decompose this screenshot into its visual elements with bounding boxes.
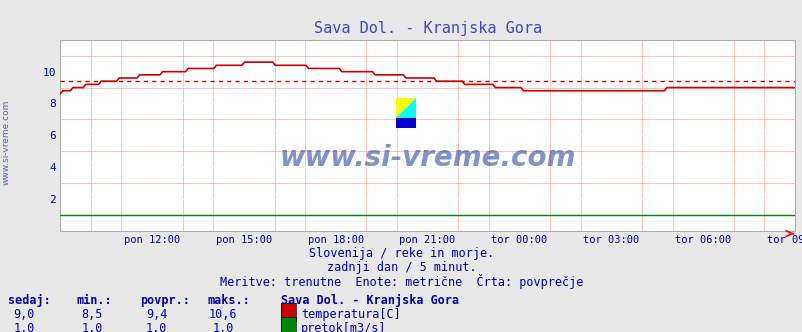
- Text: Slovenija / reke in morje.: Slovenija / reke in morje.: [309, 247, 493, 260]
- Text: 1,0: 1,0: [213, 322, 233, 332]
- Text: temperatura[C]: temperatura[C]: [301, 308, 400, 321]
- Text: min.:: min.:: [76, 294, 111, 307]
- Polygon shape: [395, 98, 415, 118]
- Text: 9,4: 9,4: [146, 308, 167, 321]
- Polygon shape: [395, 98, 415, 118]
- Text: 8,5: 8,5: [82, 308, 103, 321]
- Text: sedaj:: sedaj:: [8, 294, 51, 307]
- Text: Meritve: trenutne  Enote: metrične  Črta: povprečje: Meritve: trenutne Enote: metrične Črta: …: [220, 274, 582, 289]
- Text: zadnji dan / 5 minut.: zadnji dan / 5 minut.: [326, 261, 476, 274]
- Title: Sava Dol. - Kranjska Gora: Sava Dol. - Kranjska Gora: [313, 21, 541, 36]
- Text: Sava Dol. - Kranjska Gora: Sava Dol. - Kranjska Gora: [281, 294, 459, 307]
- Text: 1,0: 1,0: [82, 322, 103, 332]
- Polygon shape: [395, 118, 415, 128]
- Text: maks.:: maks.:: [207, 294, 249, 307]
- Text: 9,0: 9,0: [14, 308, 34, 321]
- Text: 1,0: 1,0: [14, 322, 34, 332]
- Text: povpr.:: povpr.:: [140, 294, 190, 307]
- Text: 10,6: 10,6: [209, 308, 237, 321]
- Text: pretok[m3/s]: pretok[m3/s]: [301, 322, 386, 332]
- Text: 1,0: 1,0: [146, 322, 167, 332]
- Text: www.si-vreme.com: www.si-vreme.com: [279, 144, 575, 172]
- Text: www.si-vreme.com: www.si-vreme.com: [2, 100, 11, 186]
